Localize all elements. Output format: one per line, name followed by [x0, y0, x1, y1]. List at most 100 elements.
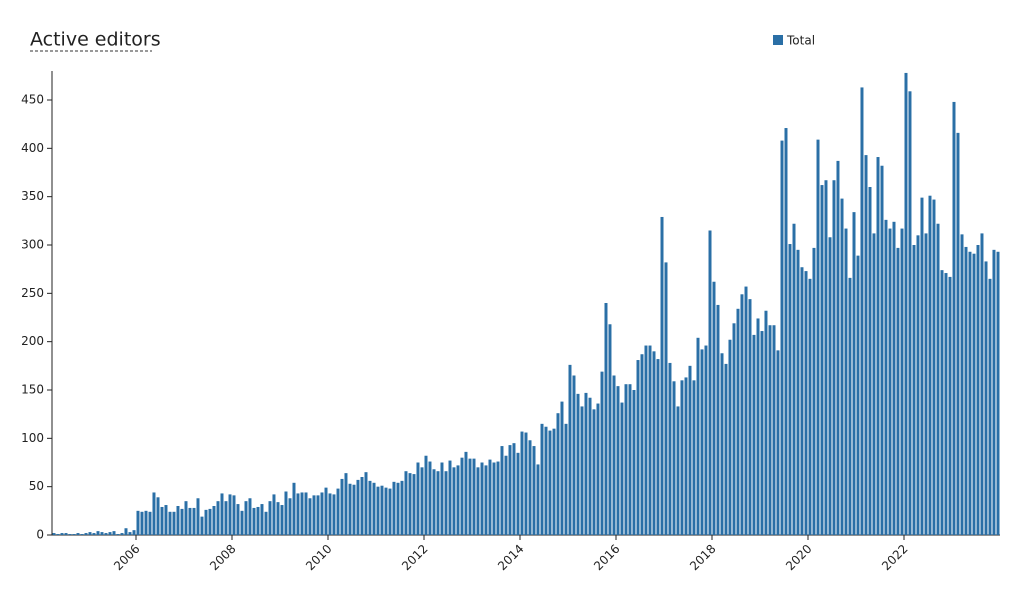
- bar: [872, 233, 876, 535]
- bar: [176, 506, 180, 535]
- bar: [436, 471, 440, 535]
- bar: [980, 233, 984, 535]
- bar: [760, 331, 764, 535]
- bar: [832, 180, 836, 535]
- bar: [296, 493, 300, 535]
- bar: [480, 462, 484, 535]
- bar: [240, 510, 244, 535]
- bar: [556, 413, 560, 535]
- bar: [640, 354, 644, 535]
- bar: [780, 140, 784, 535]
- bar: [548, 430, 552, 535]
- bar: [200, 516, 204, 535]
- bar: [212, 506, 216, 535]
- bar: [324, 487, 328, 535]
- bar: [636, 360, 640, 535]
- y-tick-label: 450: [21, 93, 44, 107]
- bar: [372, 482, 376, 535]
- bar: [652, 351, 656, 535]
- bar: [256, 506, 260, 535]
- bar: [584, 392, 588, 535]
- bar: [820, 185, 824, 536]
- bar: [384, 487, 388, 535]
- bar: [792, 223, 796, 535]
- bar: [920, 197, 924, 535]
- bar: [956, 132, 960, 535]
- bar: [744, 286, 748, 535]
- bar: [336, 488, 340, 535]
- bar: [688, 365, 692, 535]
- y-tick-label: 200: [21, 334, 44, 348]
- bar: [824, 180, 828, 535]
- bar: [916, 235, 920, 536]
- bar: [708, 230, 712, 535]
- bar: [696, 337, 700, 535]
- bar: [704, 345, 708, 535]
- legend-swatch: [773, 35, 783, 45]
- bar: [900, 228, 904, 536]
- bar: [416, 462, 420, 535]
- bar: [600, 371, 604, 535]
- bar: [720, 353, 724, 535]
- x-tick-label: 2012: [399, 542, 430, 573]
- bar: [112, 531, 116, 535]
- bar: [976, 245, 980, 535]
- bar: [748, 299, 752, 535]
- bar: [264, 511, 268, 535]
- bar: [468, 458, 472, 535]
- y-tick-label: 150: [21, 383, 44, 397]
- bar: [676, 406, 680, 535]
- bar: [536, 464, 540, 535]
- bar: [440, 462, 444, 535]
- bar: [404, 471, 408, 535]
- bar: [56, 534, 60, 535]
- bar: [848, 277, 852, 535]
- bar: [752, 334, 756, 535]
- bar: [540, 423, 544, 535]
- bar: [124, 528, 128, 535]
- bar: [644, 345, 648, 535]
- bar: [168, 511, 172, 535]
- bar: [380, 485, 384, 535]
- bar: [948, 276, 952, 535]
- bar: [144, 510, 148, 535]
- bar: [512, 443, 516, 535]
- bar: [424, 455, 428, 535]
- bar: [828, 237, 832, 535]
- bar: [300, 492, 304, 535]
- bar: [908, 91, 912, 536]
- bar: [232, 495, 236, 535]
- bar: [60, 533, 64, 535]
- bar: [952, 101, 956, 535]
- bar: [840, 198, 844, 535]
- bar: [408, 473, 412, 535]
- bar: [308, 498, 312, 535]
- bar: [804, 271, 808, 535]
- bar: [996, 251, 1000, 535]
- bar: [464, 451, 468, 535]
- bar: [992, 249, 996, 536]
- bar: [808, 278, 812, 535]
- bar: [972, 253, 976, 535]
- bar: [672, 381, 676, 535]
- bar: [616, 386, 620, 535]
- bar: [276, 502, 280, 535]
- bar: [452, 467, 456, 535]
- bar: [292, 482, 296, 535]
- bar: [912, 245, 916, 535]
- bar: [148, 511, 152, 535]
- bar: [152, 492, 156, 535]
- bar: [80, 534, 84, 535]
- bar: [984, 261, 988, 535]
- bar: [516, 452, 520, 535]
- bar: [420, 467, 424, 535]
- x-tick-label: 2010: [303, 542, 334, 573]
- bar: [488, 459, 492, 535]
- bar: [940, 270, 944, 535]
- bar: [500, 446, 504, 535]
- y-tick-label: 400: [21, 141, 44, 155]
- bar: [216, 501, 220, 535]
- y-tick-label: 0: [36, 528, 44, 542]
- bar: [844, 228, 848, 536]
- bar: [620, 402, 624, 535]
